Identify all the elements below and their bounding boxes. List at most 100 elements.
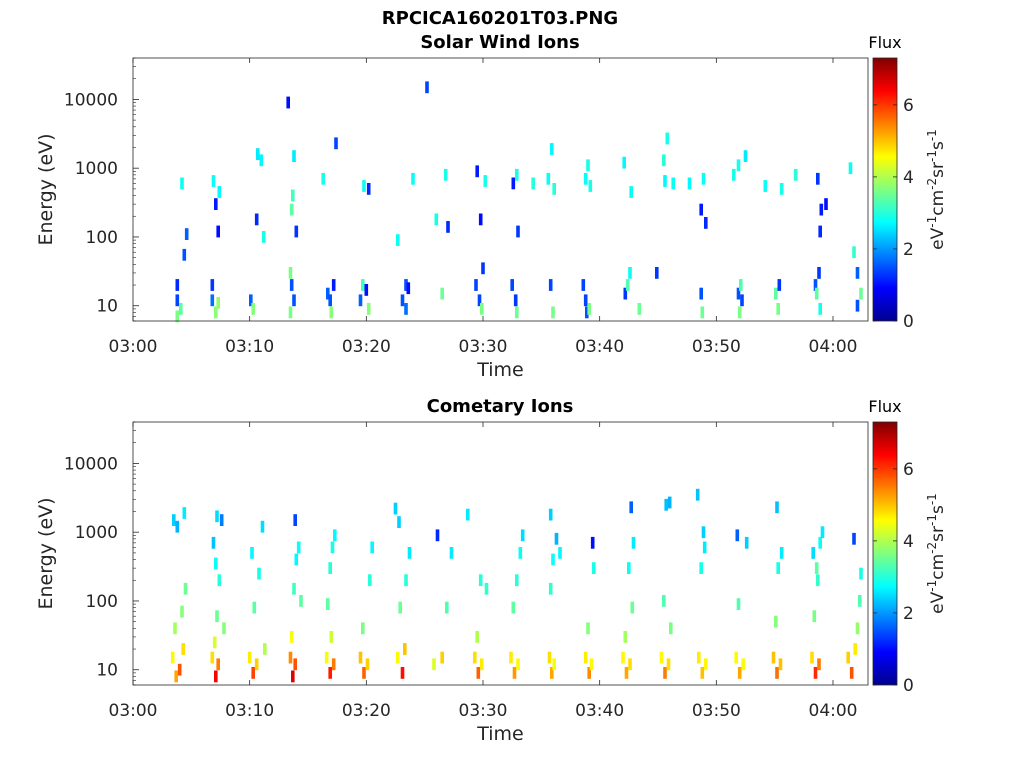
flux-cell	[552, 658, 556, 671]
flux-cell	[182, 507, 187, 519]
y-axis-label: Energy (eV)	[35, 133, 57, 245]
flux-cell	[251, 667, 255, 679]
flux-cell	[404, 279, 408, 291]
colorbar-tick-label: 0	[903, 312, 914, 332]
y-tick-label: 1000	[75, 159, 118, 179]
flux-cell	[588, 180, 593, 192]
flux-cell	[214, 557, 218, 570]
flux-cell	[247, 651, 252, 664]
colorbar-tick-label: 2	[903, 240, 914, 260]
x-tick-label: 03:30	[459, 337, 508, 357]
flux-cell	[664, 498, 668, 511]
flux-cell	[449, 547, 454, 559]
flux-cell	[293, 514, 297, 526]
flux-cell	[701, 172, 706, 185]
flux-cell	[478, 213, 483, 226]
flux-cell	[859, 287, 863, 300]
flux-cell	[520, 529, 525, 542]
x-tick-label: 03:20	[342, 701, 391, 721]
flux-cell	[299, 595, 303, 607]
colorbar-tick-label: 2	[903, 604, 914, 624]
y-tick-label: 100	[86, 592, 118, 612]
flux-cell	[816, 172, 820, 185]
flux-cell	[550, 667, 554, 679]
flux-cell	[435, 529, 440, 542]
flux-cell	[366, 183, 371, 195]
flux-cell	[361, 279, 365, 291]
flux-cell	[515, 574, 519, 587]
flux-cell	[629, 186, 633, 198]
flux-cell	[250, 547, 254, 559]
x-tick-label: 03:00	[109, 337, 158, 357]
flux-cell	[483, 175, 488, 187]
y-tick-label: 10000	[64, 454, 118, 474]
flux-cell	[476, 667, 481, 679]
flux-cell	[260, 520, 265, 533]
flux-cell	[849, 667, 854, 679]
y-tick-label: 100	[86, 228, 118, 248]
flux-cell	[289, 203, 294, 216]
flux-cell	[288, 267, 293, 279]
flux-cell	[182, 248, 187, 261]
flux-cell	[215, 510, 219, 523]
flux-cell	[216, 297, 220, 309]
flux-cell	[293, 658, 297, 671]
unit-exponent: -2	[925, 178, 939, 190]
flux-cell	[292, 582, 296, 595]
flux-cell	[404, 303, 408, 315]
unit-exponent: -1	[925, 129, 939, 141]
flux-cell	[852, 246, 856, 259]
flux-cell	[777, 279, 782, 291]
flux-cell	[432, 658, 436, 671]
flux-cell	[622, 156, 626, 169]
flux-cell	[446, 221, 450, 233]
flux-cell	[739, 279, 743, 291]
flux-cell	[210, 651, 215, 664]
flux-cell	[440, 651, 444, 664]
flux-cell	[763, 180, 768, 192]
flux-cell	[531, 177, 535, 190]
flux-cell	[477, 294, 482, 307]
flux-cell	[551, 553, 555, 566]
flux-cell	[855, 622, 860, 635]
flux-cell	[592, 562, 596, 574]
flux-cell	[211, 175, 216, 187]
flux-cell	[814, 287, 819, 300]
flux-cell	[212, 636, 217, 649]
flux-cell	[257, 567, 261, 580]
flux-cell	[662, 595, 666, 607]
flux-cell	[398, 601, 402, 614]
flux-cell	[366, 303, 371, 315]
panel-title: Cometary Ions	[427, 396, 574, 417]
flux-cell	[627, 562, 631, 574]
flux-cell	[321, 172, 325, 185]
flux-cell	[516, 225, 520, 238]
x-tick-label: 03:50	[692, 701, 741, 721]
x-tick-label: 04:00	[809, 337, 858, 357]
flux-cell	[586, 622, 590, 635]
x-tick-label: 03:00	[109, 701, 158, 721]
flux-cell	[216, 658, 220, 671]
flux-cell	[550, 143, 554, 155]
flux-cell	[214, 306, 218, 319]
flux-cell	[368, 574, 372, 587]
flux-cell	[663, 175, 667, 187]
flux-cell	[254, 658, 259, 671]
flux-cell	[816, 574, 820, 587]
flux-cell	[702, 541, 707, 554]
flux-cell	[181, 643, 185, 655]
flux-cell	[288, 306, 293, 319]
figure-title: RPCICA160201T03.PNG	[382, 8, 618, 29]
flux-cell	[286, 96, 290, 109]
unit-base: sr	[928, 162, 948, 178]
flux-cell	[587, 667, 591, 679]
flux-cell	[173, 622, 177, 635]
flux-cell	[362, 667, 366, 679]
flux-cell	[180, 177, 184, 190]
y-minor-ticks	[133, 421, 136, 686]
colorbar-title: Flux	[868, 33, 901, 52]
spectrogram-cells	[170, 488, 863, 683]
flux-cell	[326, 287, 330, 300]
flux-cell	[704, 217, 708, 229]
flux-cell	[669, 622, 673, 635]
